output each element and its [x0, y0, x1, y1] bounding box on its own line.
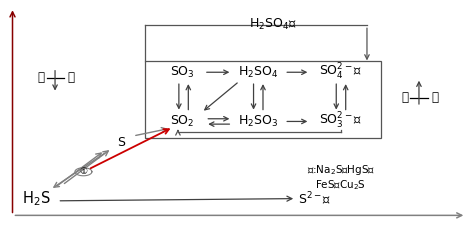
Text: 如:Na$_2$S、HgS、: 如:Na$_2$S、HgS、: [307, 162, 375, 177]
Text: H$_2$S: H$_2$S: [22, 189, 50, 208]
Text: 剂: 剂: [431, 92, 438, 104]
Text: FeS、Cu$_2$S: FeS、Cu$_2$S: [316, 178, 366, 192]
Text: 剂: 剂: [67, 71, 74, 84]
Text: S$^{2-}$盐: S$^{2-}$盐: [299, 190, 332, 207]
Text: S: S: [117, 136, 125, 149]
Text: H$_2$SO$_4$浓: H$_2$SO$_4$浓: [248, 17, 296, 32]
Text: H$_2$SO$_4$: H$_2$SO$_4$: [238, 65, 278, 80]
Text: SO$_2$: SO$_2$: [170, 114, 195, 129]
Text: 加: 加: [37, 71, 45, 84]
Text: SO$_4^{2-}$盐: SO$_4^{2-}$盐: [319, 62, 363, 82]
Bar: [145, 61, 381, 138]
Text: SO$_3$: SO$_3$: [170, 65, 195, 80]
Text: 加: 加: [401, 92, 408, 104]
Text: SO$_3^{2-}$盐: SO$_3^{2-}$盐: [319, 111, 363, 131]
Text: ①: ①: [79, 167, 88, 176]
Text: H$_2$SO$_3$: H$_2$SO$_3$: [238, 114, 278, 129]
